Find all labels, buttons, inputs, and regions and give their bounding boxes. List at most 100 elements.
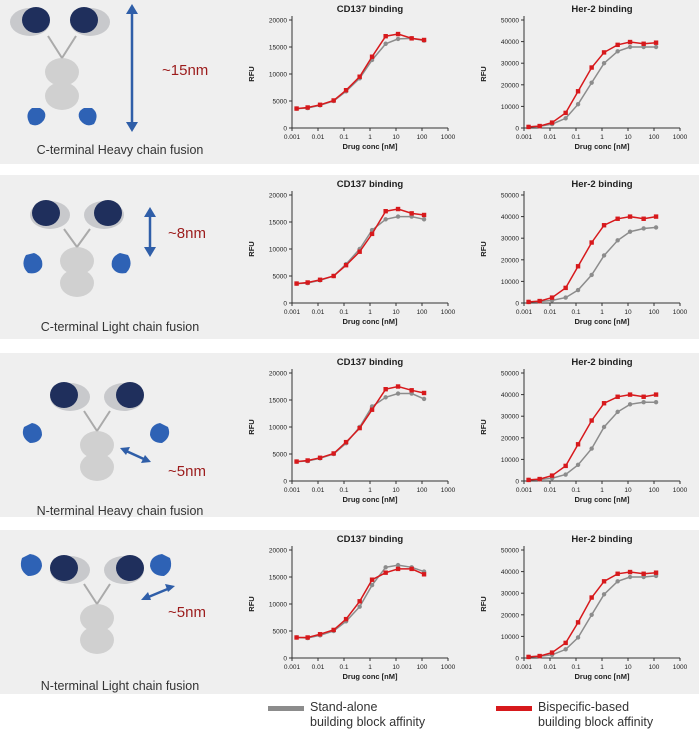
data-point-bispecific [317, 277, 323, 282]
data-point-standalone [383, 395, 388, 400]
fusion-caption: N-terminal Light chain fusion [40, 679, 200, 693]
size-arrow-icon [141, 584, 175, 600]
size-label: ~8nm [168, 225, 206, 242]
data-point-bispecific [589, 418, 594, 423]
data-point-bispecific [627, 214, 633, 219]
x-tick-label: 0.001 [284, 664, 301, 671]
legend-line-2: building block affinity [538, 715, 654, 729]
y-tick-label: 15000 [269, 220, 287, 227]
data-point-standalone [627, 574, 633, 580]
data-point-standalone [563, 647, 568, 652]
x-tick-label: 100 [649, 134, 660, 141]
data-point-bispecific [421, 572, 427, 577]
size-label: ~5nm [168, 463, 206, 480]
series-line-bispecific [528, 393, 657, 481]
antibody-left-fab [22, 382, 170, 481]
size-arrow-icon [144, 207, 156, 257]
data-point-bispecific [383, 570, 388, 575]
data-point-bispecific [421, 212, 427, 218]
legend-line-1: Bispecific-based [538, 700, 630, 714]
y-tick-label: 30000 [501, 591, 519, 598]
y-tick-label: 40000 [501, 392, 519, 399]
data-point-standalone [653, 44, 659, 50]
x-axis-label: Drug conc [nM] [343, 142, 398, 151]
data-point-bispecific [357, 249, 362, 254]
size-label: ~15nm [162, 62, 209, 79]
y-tick-label: 30000 [501, 236, 519, 243]
x-tick-label: 10 [624, 487, 632, 494]
data-point-bispecific [537, 653, 542, 659]
fusion-caption: C-terminal Light chain fusion [40, 320, 200, 334]
data-point-bispecific [589, 595, 594, 600]
y-tick-label: 15000 [269, 398, 287, 405]
data-point-bispecific [549, 650, 555, 655]
chart-her2: Her-2 binding 0 10000 20000 30000 40000 50000 0… [479, 534, 688, 681]
data-point-bispecific [537, 476, 542, 482]
x-tick-label: 1000 [673, 664, 688, 671]
data-point-bispecific [343, 616, 349, 622]
chart-title: Her-2 binding [571, 534, 632, 545]
size-arrow-icon [126, 4, 138, 132]
data-point-bispecific [409, 566, 414, 572]
x-tick-label: 0.01 [544, 309, 557, 316]
chart-title: CD137 binding [337, 179, 404, 190]
series-line-bispecific [296, 208, 425, 285]
x-tick-label: 0.01 [312, 664, 325, 671]
data-point-standalone [369, 582, 375, 588]
y-tick-label: 0 [283, 479, 287, 486]
antibody-left-fab [10, 7, 110, 126]
data-point-bispecific [575, 442, 581, 447]
data-point-bispecific [575, 264, 581, 269]
data-point-bispecific [526, 654, 531, 660]
x-tick-label: 0.1 [571, 309, 580, 316]
data-point-bispecific [357, 74, 362, 79]
x-tick-label: 1 [368, 309, 372, 316]
data-point-bispecific [294, 459, 299, 464]
data-point-bispecific [589, 65, 594, 70]
data-point-bispecific [641, 394, 646, 399]
antibody-schematic [22, 382, 170, 481]
data-point-bispecific [409, 388, 414, 393]
data-point-bispecific [331, 273, 336, 279]
y-tick-label: 5000 [273, 452, 288, 459]
data-point-standalone [615, 238, 620, 243]
y-tick-label: 50000 [501, 193, 519, 200]
data-point-standalone [601, 424, 607, 430]
y-tick-label: 0 [515, 301, 519, 308]
y-axis-label: RFU [479, 596, 488, 611]
data-point-standalone [563, 472, 568, 477]
data-point-bispecific [294, 635, 299, 640]
y-tick-label: 50000 [501, 548, 519, 555]
x-tick-label: 100 [417, 134, 428, 141]
y-axis-label: RFU [479, 241, 488, 256]
data-point-standalone [383, 41, 388, 46]
data-point-bispecific [343, 263, 349, 268]
x-tick-label: 1 [368, 134, 372, 141]
data-point-standalone [421, 217, 427, 222]
data-point-bispecific [395, 31, 401, 37]
data-point-standalone [627, 402, 633, 407]
data-point-bispecific [575, 620, 581, 625]
x-tick-label: 1 [600, 309, 604, 316]
data-point-standalone [589, 446, 594, 451]
data-point-standalone [589, 272, 594, 278]
y-tick-label: 20000 [269, 371, 287, 378]
data-point-bispecific [357, 599, 362, 604]
panel-n-terminal-heavy: ~5nm N-terminal Heavy chain fusion CD137… [0, 353, 699, 518]
data-point-bispecific [653, 570, 659, 575]
y-tick-label: 0 [515, 479, 519, 486]
x-axis-label: Drug conc [nM] [575, 142, 630, 151]
data-point-bispecific [526, 299, 531, 305]
data-point-bispecific [369, 407, 375, 412]
data-point-bispecific [589, 240, 594, 245]
y-tick-label: 50000 [501, 371, 519, 378]
x-tick-label: 0.1 [339, 664, 348, 671]
chart-title: Her-2 binding [571, 357, 632, 368]
x-tick-label: 0.1 [339, 487, 348, 494]
y-tick-label: 10000 [269, 72, 287, 79]
data-point-standalone [653, 399, 659, 405]
legend-line-1: Stand-alone [310, 700, 378, 714]
y-tick-label: 50000 [501, 18, 519, 25]
series-line-bispecific [296, 385, 425, 463]
data-point-standalone [421, 396, 427, 402]
